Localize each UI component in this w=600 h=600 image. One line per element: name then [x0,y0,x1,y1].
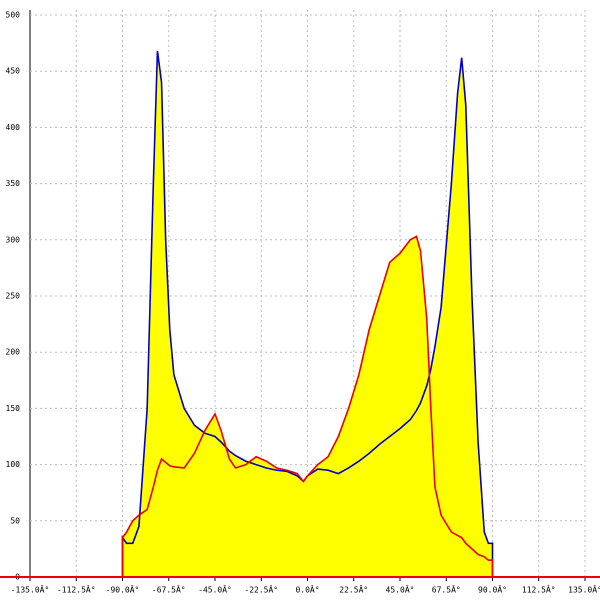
y-tick-label: 100 [6,460,21,469]
y-tick-label: 250 [6,292,21,301]
x-tick-label: 135.0Â° [568,584,600,595]
x-tick-label: -90.0Â° [106,584,140,595]
y-tick-label: 200 [6,348,21,357]
x-tick-label: 22.5Â° [339,584,368,595]
x-tick-label: 112.5Â° [522,584,556,595]
series-line [121,235,494,577]
y-tick-label: 300 [6,235,21,244]
x-tick-label: -67.5Â° [152,584,186,595]
y-tick-label: 400 [6,123,21,132]
x-tick-label: -45.0Â° [198,584,232,595]
y-tick-label: 350 [6,179,21,188]
y-tick-label: 500 [6,11,21,20]
y-tick-label: 50 [10,516,20,525]
x-tick-label: 90.0Â° [478,584,507,595]
x-tick-label: 0.0Â° [295,584,319,595]
y-tick-label: 450 [6,67,21,76]
x-tick-label: -22.5Â° [244,584,278,595]
x-tick-label: 45.0Â° [386,584,415,595]
y-tick-label: 150 [6,404,21,413]
x-tick-label: -135.0Â° [11,584,50,595]
fill-area [122,50,493,577]
x-tick-label: 67.5Â° [432,584,461,595]
x-tick-label: -112.5Â° [57,584,96,595]
